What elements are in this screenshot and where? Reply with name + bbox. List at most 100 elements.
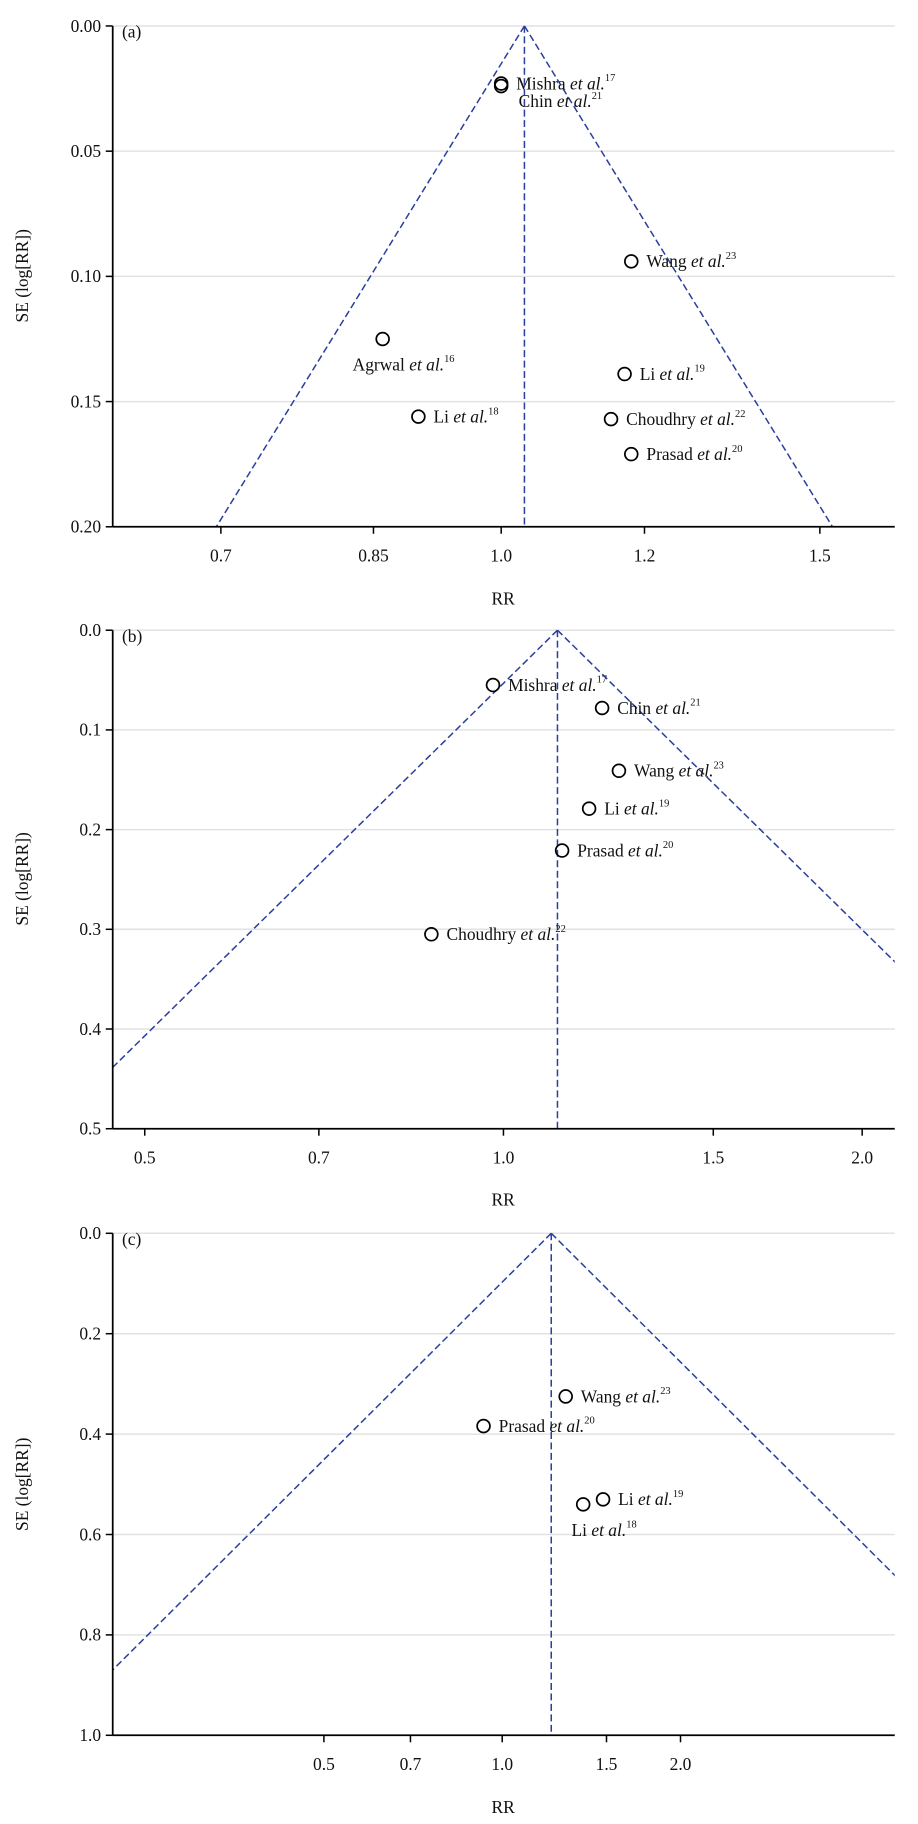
study-point-marker — [375, 331, 390, 347]
study-author: Agrwal — [353, 354, 405, 374]
et-al-text: et al. — [660, 364, 695, 384]
reference-superscript: 16 — [444, 354, 454, 365]
reference-superscript: 23 — [660, 1386, 670, 1397]
study-author: Mishra — [516, 73, 566, 93]
x-tick-label: 1.5 — [596, 1754, 618, 1774]
y-tick-label: 0.6 — [79, 1524, 101, 1544]
study-point-marker — [617, 366, 632, 382]
et-al-text: et al. — [625, 1386, 660, 1406]
funnel-upper-limit-line — [550, 1232, 895, 1577]
x-tick-label: 1.2 — [634, 546, 656, 566]
y-tick-label: 0.5 — [79, 1119, 101, 1139]
et-al-text: et al. — [700, 409, 735, 429]
y-tick-label: 0.3 — [79, 919, 101, 939]
et-al-text: et al. — [638, 1489, 673, 1509]
reference-superscript: 20 — [732, 444, 742, 455]
study-point-label: Choudhry et al.22 — [446, 924, 565, 944]
x-tick-label: 0.85 — [358, 546, 389, 566]
y-tick-label: 0.4 — [79, 1424, 101, 1444]
study-point-marker — [411, 409, 426, 424]
study-author: Wang — [581, 1386, 621, 1406]
x-tick-label: 1.0 — [490, 546, 512, 566]
reference-superscript: 17 — [597, 675, 607, 686]
reference-superscript: 22 — [735, 409, 745, 420]
study-point-marker — [575, 1497, 591, 1512]
study-author: Wang — [634, 761, 674, 781]
reference-superscript: 23 — [713, 760, 723, 771]
x-tick-label: 0.5 — [313, 1754, 335, 1774]
study-point-label: Mishra et al.17 — [508, 675, 607, 695]
study-point-marker — [424, 927, 439, 942]
study-author: Li — [604, 798, 620, 818]
study-point-marker — [558, 1389, 573, 1404]
study-point-label: Li et al.19 — [618, 1489, 683, 1509]
funnel-upper-limit-line — [556, 629, 895, 963]
study-author: Choudhry — [446, 924, 516, 944]
study-point-label: Li et al.18 — [572, 1520, 637, 1540]
reference-superscript: 19 — [673, 1489, 683, 1500]
et-al-text: et al. — [521, 924, 556, 944]
study-point-marker — [603, 411, 619, 427]
x-tick-label: 0.7 — [400, 1754, 422, 1774]
x-tick-label: 2.0 — [670, 1754, 692, 1774]
et-al-text: et al. — [562, 675, 597, 695]
study-author: Chin — [617, 698, 651, 718]
reference-superscript: 19 — [694, 364, 704, 375]
study-point-marker — [624, 446, 639, 462]
et-al-text: et al. — [570, 73, 605, 93]
y-tick-label: 0.2 — [79, 1324, 101, 1344]
funnel-plot-panel-b: 0.0 0.1 0.2 0.3 0.4 0.5 0.5 0.7 1.0 1.5 2.0 (b) RR SE… — [12, 620, 895, 1209]
y-tick-label: 1.0 — [79, 1725, 101, 1745]
study-point-marker — [485, 677, 501, 693]
funnel-lower-limit-line — [112, 629, 558, 1069]
study-point-marker — [476, 1418, 491, 1434]
y-tick-label: 0.15 — [71, 391, 102, 411]
study-point-marker — [624, 254, 639, 269]
et-al-text: et al. — [697, 444, 732, 464]
study-point-label: Wang et al.23 — [634, 760, 724, 780]
y-tick-label: 0.05 — [71, 141, 102, 161]
y-tick-label: 0.0 — [79, 620, 101, 640]
panel-label: (c) — [122, 1229, 142, 1249]
study-point-marker — [594, 700, 610, 716]
y-tick-label: 0.8 — [79, 1625, 101, 1645]
study-point-label: Prasad et al.20 — [499, 1416, 595, 1436]
reference-superscript: 23 — [726, 251, 736, 262]
reference-superscript: 21 — [592, 91, 602, 102]
y-tick-label: 0.20 — [71, 517, 102, 537]
panel-label: (a) — [122, 22, 142, 42]
reference-superscript: 20 — [663, 840, 673, 851]
reference-superscript: 20 — [584, 1416, 594, 1427]
funnel-lines — [215, 25, 834, 527]
study-author: Li — [433, 406, 449, 426]
funnel-plot-panel-c: 0.0 0.2 0.4 0.6 0.8 1.0 0.5 0.7 1.0 1.5 2.0 (c) RR SE… — [12, 1223, 895, 1817]
reference-superscript: 19 — [659, 798, 669, 809]
study-point-label: Chin et al.21 — [617, 698, 701, 718]
study-point-label: Prasad et al.20 — [646, 444, 742, 464]
x-axis-title: RR — [492, 1797, 516, 1817]
y-tick-label: 0.00 — [71, 16, 102, 36]
et-al-text: et al. — [628, 840, 663, 860]
study-author: Choudhry — [626, 409, 696, 429]
reference-superscript: 21 — [690, 698, 700, 709]
study-author: Mishra — [508, 675, 558, 695]
et-al-text: et al. — [679, 761, 714, 781]
study-point-label: Chin et al.21 — [519, 91, 603, 111]
funnel-lines — [112, 1232, 895, 1736]
study-point-label: Agrwal et al.16 — [353, 354, 455, 374]
y-tick-label: 0.1 — [79, 720, 101, 740]
x-tick-label: 0.7 — [210, 546, 232, 566]
et-al-text: et al. — [691, 251, 726, 271]
study-point-marker — [595, 1492, 611, 1507]
y-axis-title: SE (log[RR]) — [12, 832, 32, 926]
study-point-marker — [554, 843, 570, 858]
et-al-text: et al. — [557, 91, 592, 111]
y-axis-title: SE (log[RR]) — [12, 229, 32, 323]
x-tick-label: 1.5 — [809, 546, 831, 566]
et-al-text: et al. — [549, 1416, 584, 1436]
study-author: Prasad — [577, 840, 624, 860]
reference-superscript: 17 — [605, 73, 615, 84]
x-axis-title: RR — [492, 589, 516, 609]
study-point-marker — [493, 78, 509, 94]
